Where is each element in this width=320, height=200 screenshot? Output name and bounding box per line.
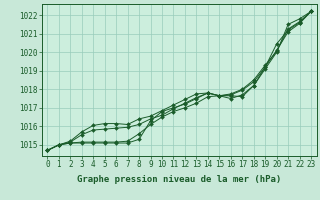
X-axis label: Graphe pression niveau de la mer (hPa): Graphe pression niveau de la mer (hPa) — [77, 175, 281, 184]
